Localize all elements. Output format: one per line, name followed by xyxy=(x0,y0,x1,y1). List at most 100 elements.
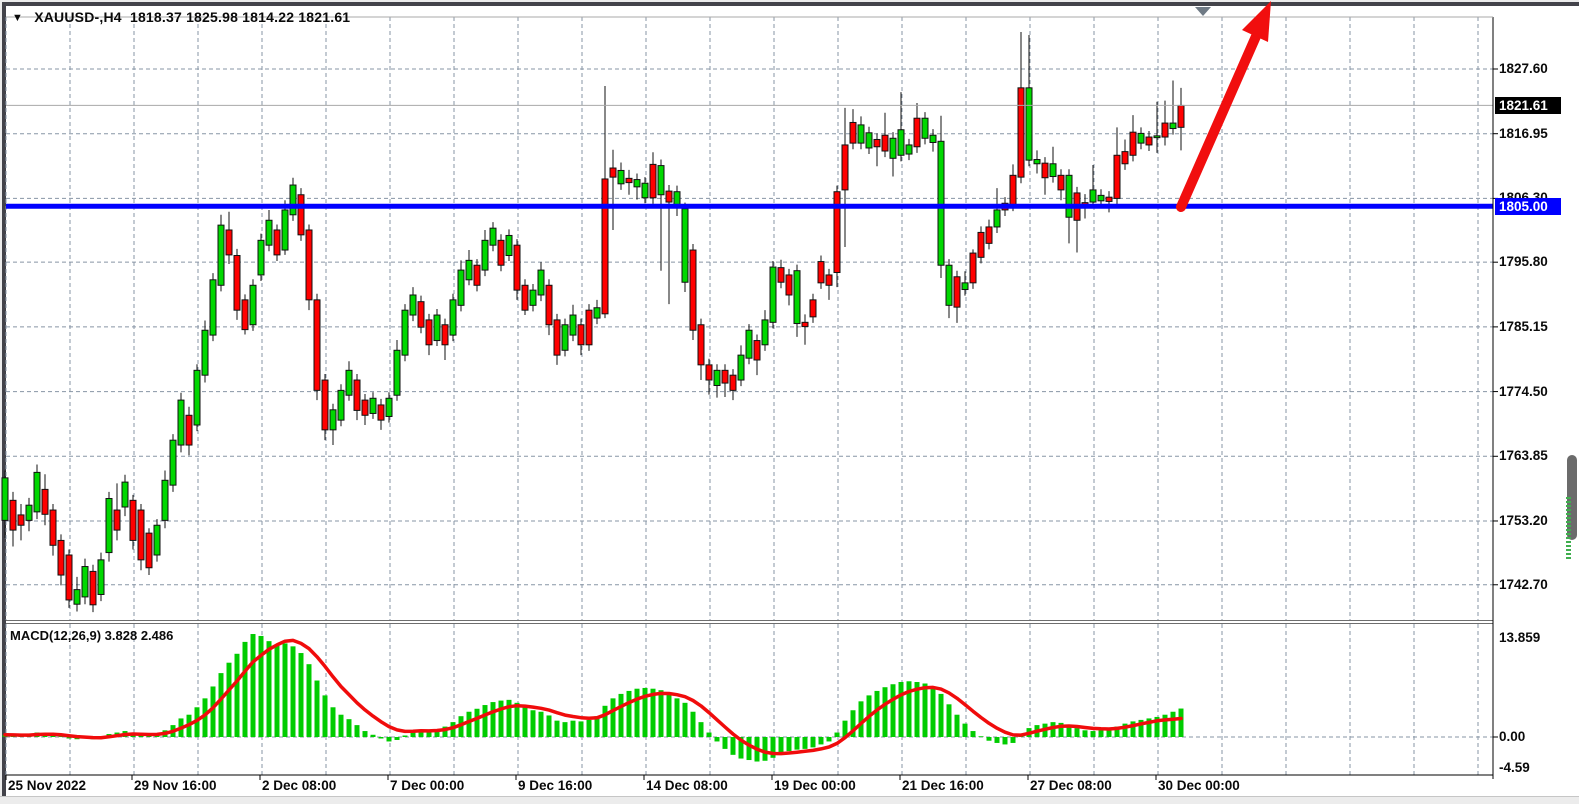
macd-histogram-bar xyxy=(538,711,544,737)
candle-body xyxy=(89,570,97,606)
macd-histogram-bar xyxy=(210,686,216,737)
candle-body xyxy=(913,117,921,148)
candle-body xyxy=(273,229,281,256)
candle-body xyxy=(529,289,537,306)
macd-histogram-bar xyxy=(146,735,152,737)
candle-body xyxy=(241,299,249,331)
candle-body xyxy=(585,309,593,346)
candle-body xyxy=(945,264,953,306)
candle-body xyxy=(449,299,457,336)
macd-histogram-bar xyxy=(818,737,824,745)
candle-body xyxy=(137,509,145,561)
macd-histogram-bar xyxy=(442,726,448,737)
candle-body xyxy=(257,239,265,276)
candle-body xyxy=(81,566,89,598)
candle-body xyxy=(1169,122,1177,130)
vertical-scrollbar-thumb[interactable] xyxy=(1567,455,1577,540)
macd-histogram-bar xyxy=(466,711,472,737)
macd-histogram-bar xyxy=(1170,711,1176,737)
candle-body xyxy=(129,499,137,541)
macd-histogram-bar xyxy=(1098,730,1104,737)
macd-histogram-bar xyxy=(930,686,936,737)
candle-body xyxy=(497,239,505,266)
candle-body xyxy=(185,414,193,446)
macd-histogram-bar xyxy=(962,723,968,737)
macd-histogram-bar xyxy=(1074,728,1080,737)
candle-body xyxy=(121,481,129,508)
panel-separator-top[interactable] xyxy=(6,620,1493,621)
candle-body xyxy=(729,374,737,391)
candle-body xyxy=(73,589,81,605)
price-axis-label: 1763.85 xyxy=(1499,448,1548,464)
candle-body xyxy=(1057,174,1065,191)
candle-body xyxy=(1033,159,1041,165)
candle-body xyxy=(169,439,177,486)
panel-separator-bottom[interactable] xyxy=(6,623,1493,624)
candle-body xyxy=(369,397,377,414)
candle-body xyxy=(617,169,625,185)
macd-histogram-bar xyxy=(922,683,928,737)
candle-body xyxy=(193,369,201,426)
trend-arrow-shaft[interactable] xyxy=(1176,29,1262,212)
candle-body xyxy=(1089,189,1097,203)
macd-histogram-bar xyxy=(762,737,768,761)
macd-histogram-bar xyxy=(842,720,848,737)
trend-arrow-head[interactable] xyxy=(1242,1,1271,42)
candle-body xyxy=(777,267,785,283)
macd-histogram-bar xyxy=(578,721,584,737)
candle-body xyxy=(265,219,273,246)
macd-histogram-bar xyxy=(954,714,960,737)
candle-body xyxy=(745,329,753,359)
candle-body xyxy=(993,209,1001,228)
green-dash-strip xyxy=(1566,497,1571,559)
candle-body xyxy=(481,239,489,271)
macd-histogram-bar xyxy=(402,735,408,737)
candle-body xyxy=(705,364,713,381)
candle-body xyxy=(25,504,33,521)
macd-histogram-bar xyxy=(1114,726,1120,737)
candle-body xyxy=(985,226,993,244)
time-axis-label: 14 Dec 08:00 xyxy=(646,778,728,793)
candle-body xyxy=(441,324,449,346)
price-axis-label: 1774.50 xyxy=(1499,383,1548,399)
candle-body xyxy=(825,274,833,286)
macd-histogram-bar xyxy=(1146,718,1152,737)
candle-body xyxy=(937,140,945,266)
macd-histogram-bar xyxy=(722,737,728,749)
candle-body xyxy=(577,324,585,346)
candle-body xyxy=(153,524,161,556)
macd-histogram-bar xyxy=(386,737,392,742)
candle-body xyxy=(1137,132,1145,144)
macd-histogram-bar xyxy=(626,690,632,737)
candle-body xyxy=(249,284,257,326)
candle-body xyxy=(105,498,113,554)
macd-histogram-bar xyxy=(898,682,904,737)
candle-body xyxy=(473,264,481,286)
candle-body xyxy=(297,194,305,236)
macd-histogram-bar xyxy=(970,731,976,737)
macd-histogram-bar xyxy=(1122,723,1128,737)
candle-body xyxy=(393,349,401,396)
candle-body xyxy=(1105,196,1113,202)
candle-body xyxy=(17,514,25,526)
candle-body xyxy=(345,369,353,396)
macd-histogram-bar xyxy=(938,693,944,737)
price-axis-label: 1785.15 xyxy=(1499,318,1548,334)
macd-signal-value: 2.486 xyxy=(140,628,174,643)
macd-histogram-bar xyxy=(994,737,1000,743)
candle-body xyxy=(953,276,961,308)
candle-body xyxy=(593,307,601,319)
candle-body xyxy=(1041,162,1049,179)
candle-body xyxy=(1017,87,1025,178)
macd-histogram-bar xyxy=(426,731,432,737)
candle-body xyxy=(145,532,153,569)
macd-histogram-bar xyxy=(1162,714,1168,737)
macd-histogram-bar xyxy=(394,737,400,740)
macd-histogram-bar xyxy=(1106,729,1112,737)
macd-histogram-bar xyxy=(370,734,376,737)
candle-body xyxy=(833,191,841,274)
candle-body xyxy=(1097,194,1105,202)
macd-name: MACD(12,26,9) xyxy=(10,628,102,643)
candle-body xyxy=(665,190,673,203)
